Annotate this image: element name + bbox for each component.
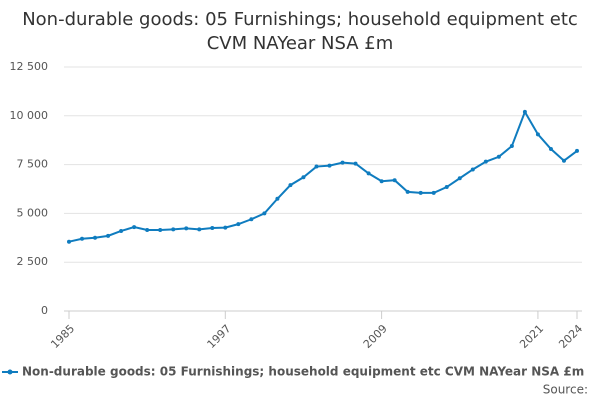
point [197, 227, 202, 232]
point [119, 228, 124, 233]
point [210, 226, 215, 231]
point [392, 178, 397, 183]
legend-marker [7, 369, 13, 375]
chart-title: Non-durable goods: 05 Furnishings; house… [22, 9, 578, 54]
x-tick-label: 2021 [517, 322, 546, 351]
point [145, 227, 150, 232]
point [522, 109, 527, 114]
point [301, 175, 306, 180]
point [418, 190, 423, 195]
y-tick-label: 12 500 [10, 60, 49, 73]
point [171, 227, 176, 232]
point [496, 154, 501, 159]
point [457, 176, 462, 181]
line [68, 109, 578, 243]
y-tick-label: 2 500 [17, 255, 49, 268]
x-tick-label: 1997 [205, 322, 234, 351]
point [158, 227, 163, 232]
point [314, 164, 319, 169]
point [327, 163, 332, 168]
y-tick-label: 7 500 [17, 158, 49, 171]
legend-label: Non-durable goods: 05 Furnishings; house… [22, 365, 584, 379]
x-tick-label: 1985 [48, 322, 77, 351]
y-tick-label: 10 000 [10, 109, 49, 122]
point [340, 160, 345, 165]
point [548, 146, 553, 151]
point [431, 190, 436, 195]
point [132, 225, 137, 230]
point [353, 161, 358, 166]
point [93, 235, 98, 240]
point [288, 183, 293, 188]
point [184, 226, 189, 231]
point [262, 211, 267, 216]
x-tick-label: 2009 [361, 322, 390, 351]
source: Source: [543, 383, 588, 397]
point [249, 217, 254, 222]
point [236, 222, 241, 227]
point [444, 185, 449, 190]
point [470, 167, 475, 172]
point [67, 239, 71, 244]
y-tick-label: 5 000 [17, 206, 49, 219]
point [575, 148, 579, 153]
point [561, 158, 566, 163]
point [106, 233, 111, 238]
x-tick-label: 2024 [556, 322, 585, 351]
point [80, 236, 85, 241]
point [509, 144, 514, 149]
point [483, 159, 488, 164]
point [535, 132, 540, 137]
point [223, 225, 228, 230]
point [405, 189, 410, 194]
point [379, 179, 384, 184]
y-tick-label: 0 [41, 304, 48, 317]
point [366, 171, 371, 176]
point [275, 196, 280, 201]
